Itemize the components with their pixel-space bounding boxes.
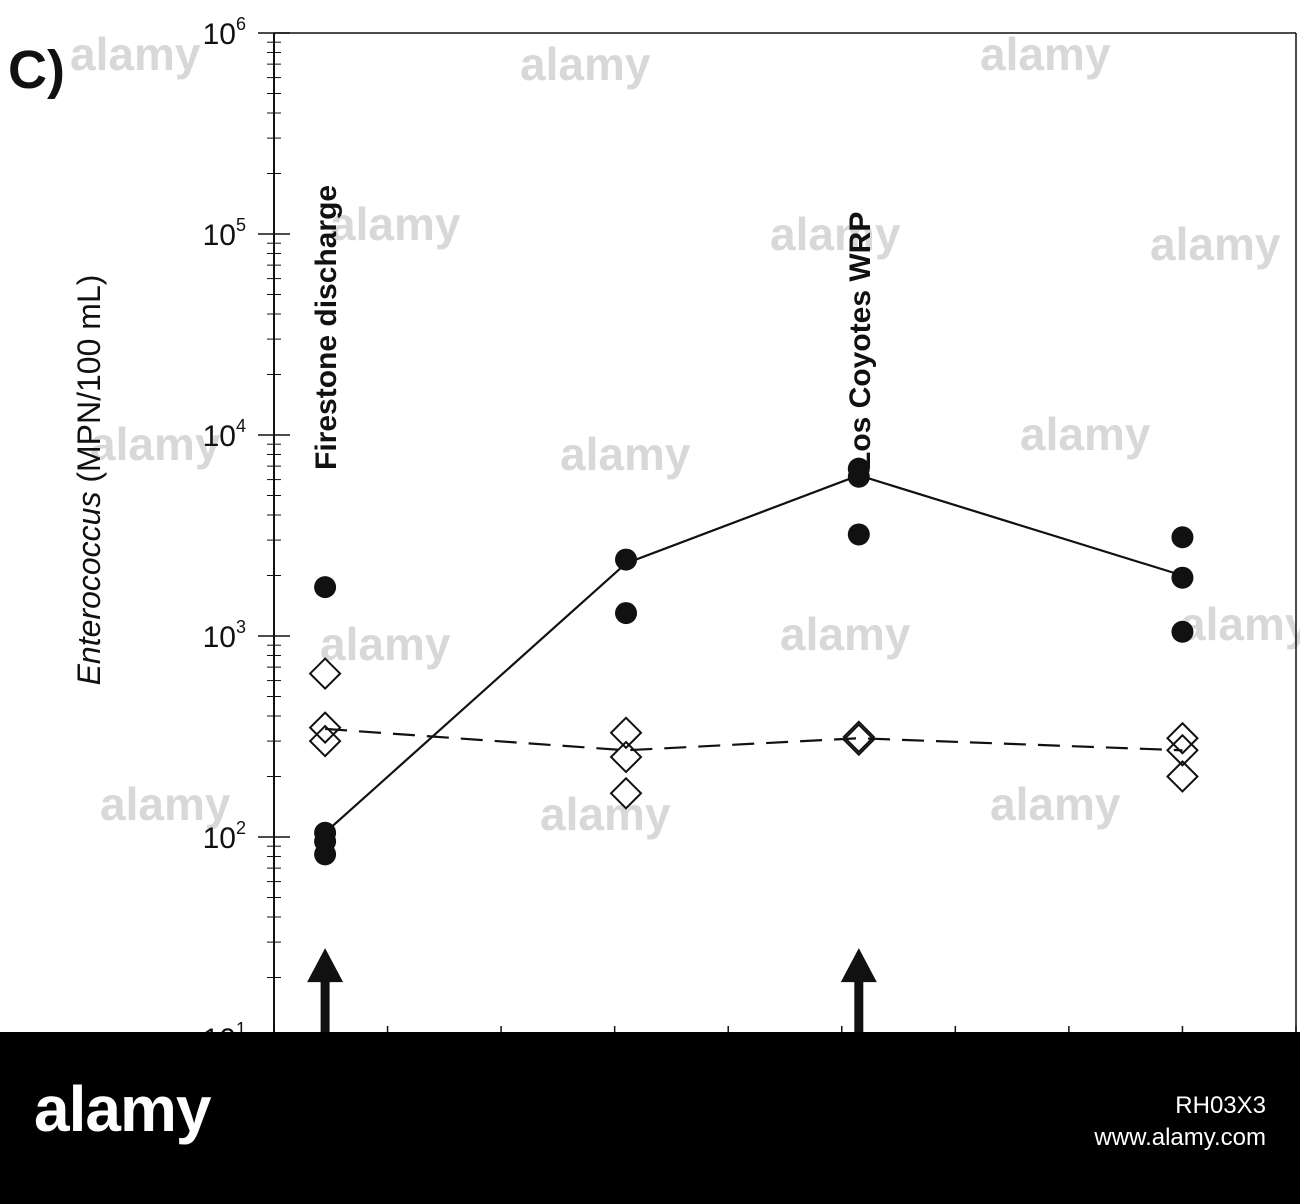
watermark-layer: alamy alamy alamy alamy alamy alamy alamy alamy… [70, 28, 1300, 840]
watermark-text: alamy [100, 778, 231, 830]
chart-figure: alamy alamy alamy alamy alamy alamy alamy alamy… [8, 14, 1300, 1032]
watermark-text: alamy [1020, 408, 1151, 460]
watermark-text: alamy [70, 28, 201, 80]
footer-credit: RH03X3 www.alamy.com [1094, 1090, 1266, 1154]
stock-footer-bar: alamy RH03X3 www.alamy.com [0, 1032, 1300, 1204]
watermark-text: alamy [520, 38, 651, 90]
open-diamond-point [609, 740, 643, 774]
watermark-text: alamy [330, 198, 461, 250]
open-diamond-point [1166, 760, 1199, 793]
watermark-text: alamy [990, 778, 1121, 830]
filled-circle-point [615, 548, 638, 571]
open-diamond-point [1166, 733, 1199, 767]
y-tick-label: 105 [203, 215, 246, 252]
filled-circle-point [1171, 620, 1194, 643]
open-diamond-point [842, 720, 876, 754]
chart-annotations: Firestone discharge Los Coyotes WRP [307, 185, 877, 1032]
open-diamond-point [609, 716, 643, 750]
site-arrow-head [840, 948, 877, 983]
chart-axes: 1011021031041051061614121086420-2C)Enter… [8, 14, 1297, 1032]
panel-label: C) [8, 40, 65, 100]
site-arrow-head [307, 948, 344, 983]
y-tick-label: 102 [203, 818, 246, 855]
filled-circle-point [615, 602, 638, 625]
watermark-text: alamy [320, 618, 451, 670]
open-diamond-point [842, 723, 876, 757]
footer-logo: alamy [34, 1073, 211, 1145]
filled-circle-point [847, 523, 870, 546]
y-axis-label: Enterococcus (MPN/100 mL) [71, 275, 107, 686]
y-tick-label: 103 [203, 617, 246, 654]
filled-circle-point [1171, 566, 1194, 589]
open-diamond-point [609, 776, 643, 810]
watermark-text: alamy [1180, 598, 1300, 650]
footer-site-url: www.alamy.com [1094, 1124, 1266, 1151]
site-annotation: Los Coyotes WRP [844, 212, 877, 470]
watermark-text: alamy [770, 208, 901, 260]
series-lines [324, 474, 1183, 834]
site-annotation: Firestone discharge [310, 185, 343, 470]
open-diamond-point [1166, 721, 1199, 755]
watermark-text: alamy [780, 608, 911, 660]
watermark-text: alamy [560, 428, 691, 480]
open-diamond-point [308, 711, 342, 745]
dashed-mean-line [325, 727, 1183, 752]
open-diamond-point [308, 724, 342, 758]
solid-mean-line [324, 474, 1183, 834]
filled-circle-point [1171, 526, 1194, 549]
watermark-text: alamy [1150, 218, 1281, 270]
y-tick-label: 104 [203, 416, 246, 453]
y-tick-label: 101 [203, 1019, 246, 1032]
watermark-text: alamy [90, 418, 221, 470]
open-diamond-point [308, 657, 342, 691]
filled-circle-point [314, 576, 337, 599]
watermark-text: alamy [980, 28, 1111, 80]
footer-image-id: RH03X3 [1175, 1092, 1266, 1119]
watermark-text: alamy [540, 788, 671, 840]
filled-circle-point [847, 465, 870, 488]
series-points [308, 457, 1199, 866]
filled-circle-point [314, 843, 337, 866]
y-tick-label: 106 [203, 14, 246, 51]
